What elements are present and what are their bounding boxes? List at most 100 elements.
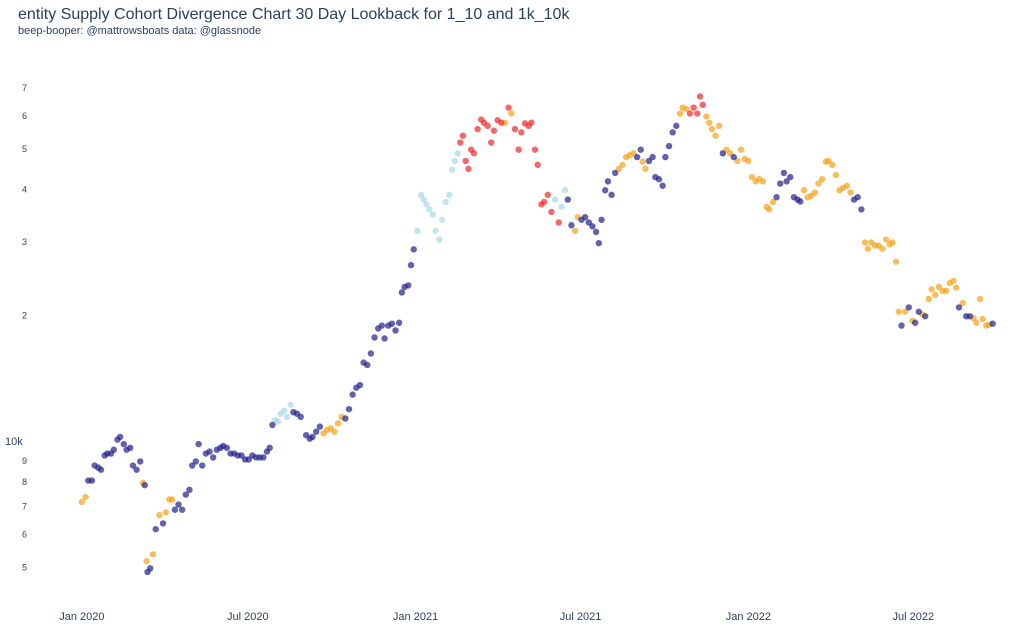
data-point <box>612 169 619 177</box>
data-point <box>129 462 137 469</box>
data-point <box>737 146 745 153</box>
data-point <box>705 119 713 126</box>
data-point <box>811 189 819 196</box>
data-point <box>192 458 200 465</box>
data-point <box>659 182 666 189</box>
data-point <box>78 498 86 506</box>
data-point <box>642 165 649 173</box>
data-point <box>581 213 589 221</box>
y-tick-label: 5 <box>22 144 27 154</box>
data-point <box>665 142 673 150</box>
data-point <box>127 444 134 452</box>
data-point <box>669 129 676 136</box>
data-point <box>281 407 288 414</box>
data-point <box>159 520 167 527</box>
data-point <box>889 239 896 246</box>
data-point <box>470 150 478 157</box>
data-point <box>787 173 794 181</box>
data-point <box>895 308 902 315</box>
data-point <box>589 223 596 230</box>
data-point <box>901 308 909 315</box>
data-point <box>800 187 808 194</box>
data-point <box>388 320 396 327</box>
data-point <box>745 157 752 165</box>
data-point <box>206 448 213 455</box>
data-point <box>534 161 541 169</box>
data-point <box>436 236 443 243</box>
data-point <box>561 187 569 194</box>
data-point <box>861 239 869 246</box>
data-point <box>892 258 900 265</box>
data-point <box>690 104 697 111</box>
data-point <box>309 433 316 441</box>
data-point <box>97 466 105 473</box>
data-point <box>673 122 680 130</box>
data-point <box>769 198 777 206</box>
data-point <box>932 291 939 299</box>
data-point <box>515 146 522 153</box>
data-point <box>331 428 338 435</box>
data-point <box>378 322 386 329</box>
y-tick-label: 3 <box>22 237 27 247</box>
data-point <box>395 319 403 326</box>
data-point <box>928 286 935 293</box>
data-point <box>156 511 163 519</box>
x-tick-label: Jul 2020 <box>227 611 269 623</box>
data-point <box>414 227 421 235</box>
data-point <box>712 132 719 139</box>
x-tick-label: Jul 2021 <box>560 611 602 623</box>
data-point <box>531 146 539 153</box>
x-tick-label: Jan 2022 <box>726 611 771 623</box>
data-point <box>429 211 437 218</box>
data-point <box>555 219 562 226</box>
data-point <box>973 319 980 326</box>
data-point <box>420 196 427 203</box>
data-point <box>392 327 399 334</box>
data-point <box>133 466 140 473</box>
data-point <box>457 139 464 146</box>
y-tick-label: 10k <box>5 436 23 448</box>
data-point <box>528 119 535 126</box>
data-point <box>864 245 871 252</box>
data-point <box>451 157 458 165</box>
data-point <box>915 308 923 315</box>
data-point <box>633 153 641 161</box>
data-point <box>662 153 669 161</box>
data-point <box>959 299 966 307</box>
data-point <box>748 173 756 181</box>
data-point <box>182 491 190 498</box>
data-point <box>137 458 144 465</box>
data-point <box>548 208 555 216</box>
data-point <box>398 289 406 296</box>
data-point <box>367 350 375 357</box>
data-point <box>708 125 716 133</box>
data-point <box>829 161 836 169</box>
data-point <box>438 216 446 223</box>
y-tick-label: 2 <box>22 311 27 321</box>
data-point <box>592 228 600 236</box>
data-point <box>364 361 371 369</box>
data-point <box>715 122 723 130</box>
data-point <box>195 440 202 448</box>
data-point <box>773 193 780 201</box>
y-tick-label: 5 <box>22 563 27 573</box>
data-point <box>508 110 515 117</box>
y-tick-label: 6 <box>22 111 27 121</box>
data-point <box>186 486 193 494</box>
data-point <box>780 169 788 177</box>
data-point <box>818 176 826 183</box>
data-point <box>209 454 217 461</box>
data-point <box>426 206 433 213</box>
data-point <box>925 295 933 303</box>
data-point <box>266 444 273 452</box>
data-point <box>595 239 603 247</box>
data-point <box>297 413 304 421</box>
data-point <box>459 132 467 139</box>
data-point <box>287 401 294 408</box>
data-point <box>619 161 626 169</box>
data-point <box>316 423 324 430</box>
data-point <box>410 246 417 253</box>
data-point <box>950 277 957 285</box>
data-point <box>423 201 430 208</box>
